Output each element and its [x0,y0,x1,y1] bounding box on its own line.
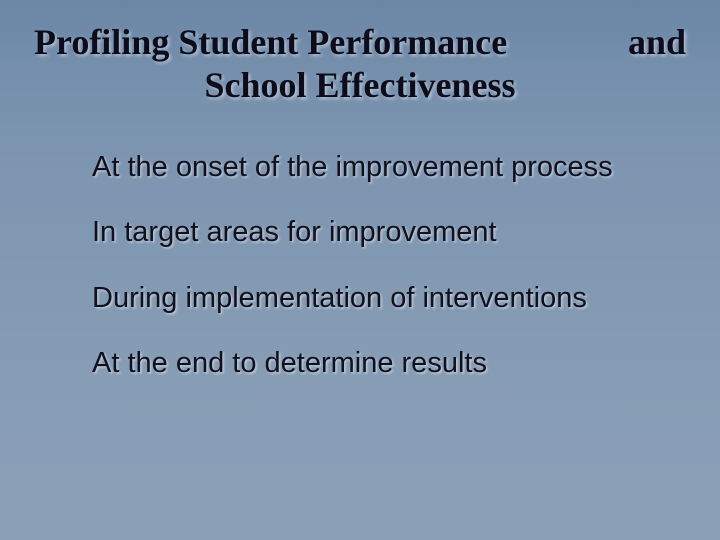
slide-body: At the onset of the improvement process … [92,150,660,412]
title-line-2: School Effectiveness [34,65,686,106]
slide: Profiling Student Performance and School… [0,0,720,540]
slide-title: Profiling Student Performance and School… [34,22,686,107]
title-line1-right: and [628,22,686,63]
bullet-item: In target areas for improvement [92,215,660,250]
title-line-1: Profiling Student Performance and [34,22,686,63]
bullet-item: During implementation of interventions [92,281,660,316]
bullet-item: At the end to determine results [92,346,660,381]
bullet-item: At the onset of the improvement process [92,150,660,185]
title-line1-left: Profiling Student Performance [34,22,507,63]
